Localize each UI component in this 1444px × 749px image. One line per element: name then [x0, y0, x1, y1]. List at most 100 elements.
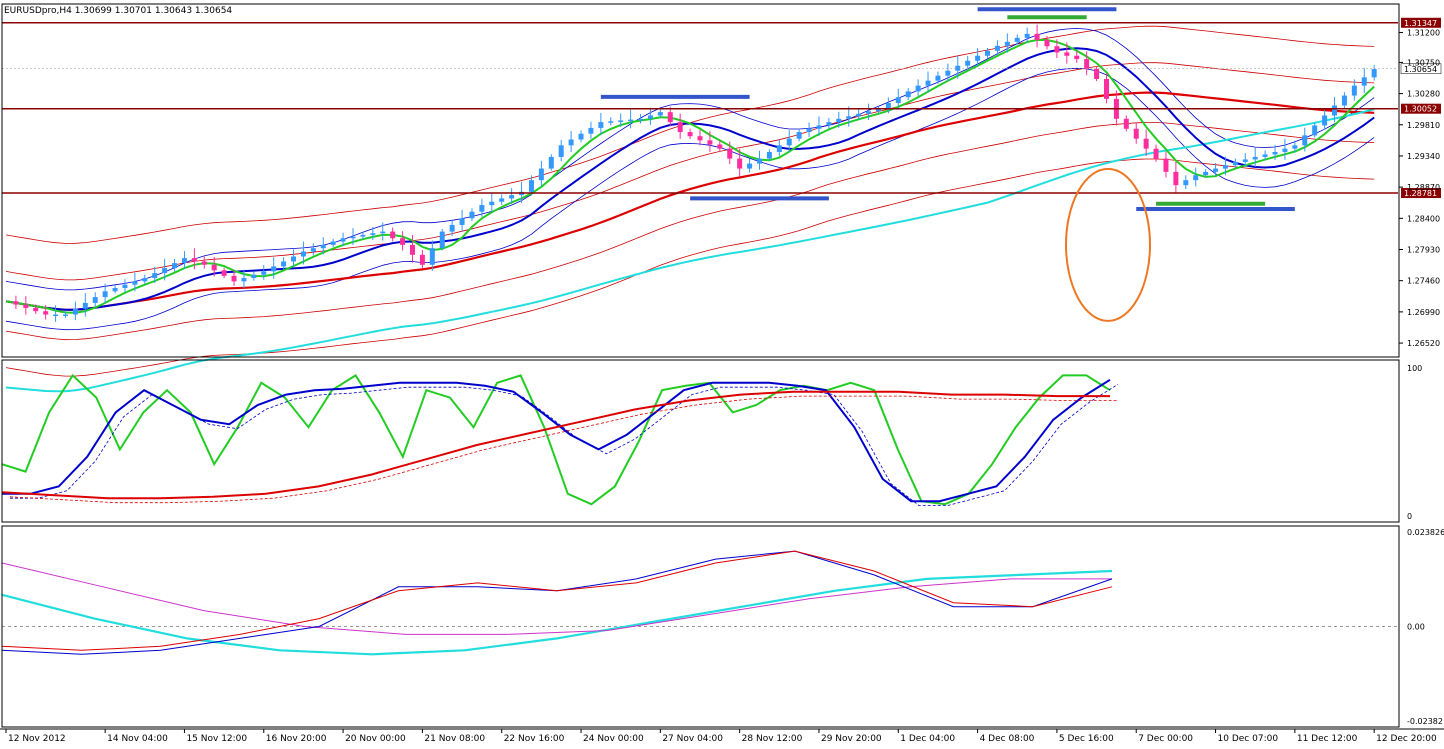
axes: 1.31347 1.30052 1.28781 1.30654 1.31200 1.307…: [0, 3, 1444, 744]
candle-body: [806, 128, 812, 133]
histogram-series-line: [1, 550, 1113, 651]
time-axis-tick-label: 5 Dec 16:00: [1059, 734, 1114, 744]
candle-body: [43, 311, 49, 315]
candle-body: [1222, 165, 1228, 169]
candle-body: [1351, 85, 1357, 96]
oscillator-pane[interactable]: [1, 373, 1119, 506]
price-envelope-lower-2: [5, 158, 1375, 377]
oscillator-signal-line: [10, 383, 1119, 506]
price-level-tag: [1401, 188, 1441, 199]
candle-body: [1084, 59, 1090, 70]
candle-body: [568, 139, 574, 146]
candle-body: [935, 75, 941, 81]
candle-body: [1332, 105, 1338, 116]
candle-body: [300, 251, 306, 257]
candle-body: [1153, 148, 1159, 159]
candle-body: [1143, 138, 1149, 149]
candle-body: [102, 291, 108, 298]
price-axis-tick-label: 1.28870: [1407, 183, 1440, 192]
candle-body: [776, 145, 782, 152]
oscillator-pane-frame: [1, 359, 1400, 523]
price-level-tag-label: 1.30052: [1404, 105, 1437, 114]
chart-header-title: EURUSDpro,H4 1.30699 1.30701 1.30643 1.3…: [4, 6, 232, 16]
candle-body: [618, 120, 624, 122]
current-price-tag: [1400, 63, 1442, 75]
candle-body: [885, 103, 891, 109]
candle-body: [538, 168, 544, 181]
candle-body: [33, 307, 39, 312]
time-axis-tick-label: 22 Nov 16:00: [504, 734, 565, 744]
candle-body: [667, 112, 673, 123]
candle-body: [390, 231, 396, 239]
candle-body: [1133, 128, 1139, 139]
bollinger-upper-line: [5, 27, 1375, 291]
time-axis-tick-label: 27 Nov 04:00: [662, 734, 723, 744]
price-pane[interactable]: [2, 7, 1398, 393]
candle-body: [1292, 145, 1298, 149]
candle-body: [1322, 115, 1328, 126]
candle-body: [1064, 52, 1070, 56]
candle-body: [479, 205, 485, 212]
candle-body: [1272, 151, 1278, 155]
oscillator-axis-tick-label: 0: [1407, 512, 1412, 521]
candle-body: [1094, 69, 1100, 79]
candle-body: [846, 116, 852, 119]
candle-body: [231, 275, 237, 282]
candle-body: [1252, 156, 1258, 160]
price-level-tag: [1401, 103, 1441, 114]
candle-body: [578, 133, 584, 140]
oscillator-signal-line: [9, 395, 1118, 504]
candle-body: [747, 163, 753, 169]
candle-body: [548, 156, 554, 169]
histogram-series-line: [1, 562, 1112, 635]
candle-body: [955, 65, 961, 71]
highlight-ellipse[interactable]: [1065, 167, 1151, 322]
price-axis-tick-label: 1.31200: [1407, 29, 1440, 38]
price-axis-tick-label: 1.29810: [1407, 121, 1440, 130]
time-axis-tick-label: 4 Dec 08:00: [980, 734, 1035, 744]
time-axis-tick-label: 7 Dec 00:00: [1138, 734, 1193, 744]
candle-body: [598, 122, 604, 128]
candle-body: [866, 111, 872, 114]
candle-body: [172, 263, 178, 269]
candle-body: [1312, 125, 1318, 136]
candle-body: [459, 218, 465, 225]
candle-body: [380, 231, 386, 234]
candle-body: [291, 256, 297, 262]
candle-body: [717, 144, 723, 149]
candle-body: [528, 180, 534, 192]
candle-body: [875, 108, 881, 112]
candle-body: [1242, 159, 1248, 162]
candle-body: [439, 231, 445, 249]
moving-average-slow-line: [5, 91, 1375, 311]
candle-body: [449, 224, 455, 232]
candle-body: [271, 266, 277, 272]
candle-body: [786, 138, 792, 146]
candle-body: [766, 151, 772, 159]
candle-body: [1361, 77, 1367, 86]
time-axis-tick-label: 12 Nov 2012: [8, 734, 66, 744]
time-axis-tick-label: 12 Dec 20:00: [1376, 734, 1437, 744]
candle-body: [181, 258, 187, 264]
candle-body: [340, 238, 346, 242]
candle-body: [925, 80, 931, 86]
candle-body: [1163, 158, 1169, 172]
candle-body: [53, 314, 59, 317]
candle-body: [1341, 95, 1347, 106]
candle-body: [469, 211, 475, 219]
candle-body: [310, 248, 316, 252]
candle-body: [350, 236, 356, 239]
histogram-pane[interactable]: [1, 550, 1398, 656]
candle-body: [1302, 135, 1308, 146]
candle-body: [796, 132, 802, 139]
price-axis-tick-label: 1.26990: [1407, 308, 1440, 317]
price-axis-tick-label: 1.27930: [1407, 246, 1440, 255]
time-axis-tick-label: 11 Dec 12:00: [1297, 734, 1358, 744]
candle-body: [360, 234, 366, 237]
candle-body: [281, 261, 287, 267]
candle-body: [1193, 175, 1199, 181]
candle-body: [836, 118, 842, 123]
bollinger-lower-line: [5, 67, 1375, 331]
candle-body: [162, 268, 168, 274]
